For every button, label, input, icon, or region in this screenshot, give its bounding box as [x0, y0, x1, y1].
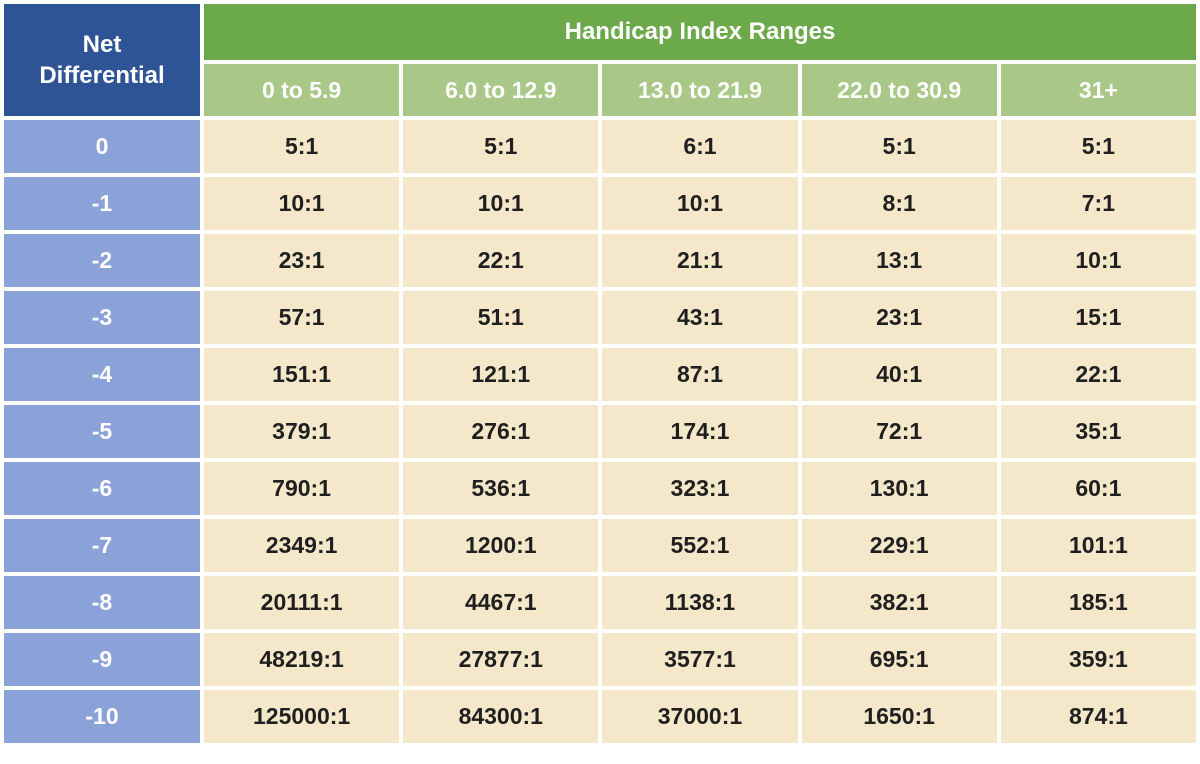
table-cell: 6:1	[602, 120, 798, 173]
table-cell: 84300:1	[403, 690, 599, 743]
table-cell: 379:1	[204, 405, 400, 458]
column-header-0-to-5-9: 0 to 5.9	[204, 64, 400, 116]
column-header-row: 0 to 5.9 6.0 to 12.9 13.0 to 21.9 22.0 t…	[4, 64, 1196, 116]
group-header-row: Net Differential Handicap Index Ranges	[4, 4, 1196, 116]
row-label: -8	[4, 576, 200, 629]
table-row: -4 151:1 121:1 87:1 40:1 22:1	[4, 348, 1196, 401]
corner-header-net-differential: Net Differential	[4, 4, 200, 116]
table-row: -7 2349:1 1200:1 552:1 229:1 101:1	[4, 519, 1196, 572]
row-label: 0	[4, 120, 200, 173]
table-cell: 15:1	[1000, 291, 1196, 344]
table-cell: 37000:1	[602, 690, 798, 743]
table-cell: 35:1	[1000, 405, 1196, 458]
table-cell: 1650:1	[801, 690, 997, 743]
table-cell: 790:1	[204, 462, 400, 515]
row-label: -2	[4, 234, 200, 287]
table-cell: 10:1	[403, 177, 599, 230]
table-cell: 695:1	[801, 633, 997, 686]
table-row: -10 125000:1 84300:1 37000:1 1650:1 874:…	[4, 690, 1196, 743]
table-cell: 552:1	[602, 519, 798, 572]
table-cell: 57:1	[204, 291, 400, 344]
table-cell: 151:1	[204, 348, 400, 401]
table-cell: 43:1	[602, 291, 798, 344]
group-header-handicap-index-ranges: Handicap Index Ranges	[204, 4, 1196, 60]
handicap-odds-table: Net Differential Handicap Index Ranges 0…	[4, 4, 1196, 743]
table-cell: 21:1	[602, 234, 798, 287]
table-cell: 51:1	[403, 291, 599, 344]
table-cell: 101:1	[1000, 519, 1196, 572]
table-cell: 185:1	[1000, 576, 1196, 629]
table-cell: 10:1	[1000, 234, 1196, 287]
table-cell: 60:1	[1000, 462, 1196, 515]
table-cell: 130:1	[801, 462, 997, 515]
table-cell: 7:1	[1000, 177, 1196, 230]
row-label: -4	[4, 348, 200, 401]
table-cell: 22:1	[403, 234, 599, 287]
table-cell: 323:1	[602, 462, 798, 515]
row-label: -7	[4, 519, 200, 572]
table-cell: 72:1	[801, 405, 997, 458]
row-label: -6	[4, 462, 200, 515]
row-label: -10	[4, 690, 200, 743]
table-cell: 382:1	[801, 576, 997, 629]
table-cell: 23:1	[204, 234, 400, 287]
table-cell: 874:1	[1000, 690, 1196, 743]
table-cell: 1138:1	[602, 576, 798, 629]
table-cell: 2349:1	[204, 519, 400, 572]
column-header-6-to-12-9: 6.0 to 12.9	[403, 64, 599, 116]
table-cell: 5:1	[403, 120, 599, 173]
table-cell: 20111:1	[204, 576, 400, 629]
table-cell: 4467:1	[403, 576, 599, 629]
row-label: -1	[4, 177, 200, 230]
table-row: -1 10:1 10:1 10:1 8:1 7:1	[4, 177, 1196, 230]
table-cell: 1200:1	[403, 519, 599, 572]
table-row: -6 790:1 536:1 323:1 130:1 60:1	[4, 462, 1196, 515]
row-label: -3	[4, 291, 200, 344]
row-label: -9	[4, 633, 200, 686]
table-cell: 8:1	[801, 177, 997, 230]
column-header-13-to-21-9: 13.0 to 21.9	[602, 64, 798, 116]
table-row: -2 23:1 22:1 21:1 13:1 10:1	[4, 234, 1196, 287]
table-cell: 229:1	[801, 519, 997, 572]
table-cell: 174:1	[602, 405, 798, 458]
table-cell: 27877:1	[403, 633, 599, 686]
table-cell: 13:1	[801, 234, 997, 287]
table-cell: 23:1	[801, 291, 997, 344]
table-cell: 10:1	[602, 177, 798, 230]
table-cell: 5:1	[1000, 120, 1196, 173]
table-cell: 276:1	[403, 405, 599, 458]
table-cell: 87:1	[602, 348, 798, 401]
table-cell: 48219:1	[204, 633, 400, 686]
table-row: -8 20111:1 4467:1 1138:1 382:1 185:1	[4, 576, 1196, 629]
table-cell: 10:1	[204, 177, 400, 230]
table-cell: 3577:1	[602, 633, 798, 686]
column-header-31-plus: 31+	[1000, 64, 1196, 116]
table-cell: 125000:1	[204, 690, 400, 743]
row-label: -5	[4, 405, 200, 458]
table-row: -5 379:1 276:1 174:1 72:1 35:1	[4, 405, 1196, 458]
table-cell: 5:1	[204, 120, 400, 173]
table-cell: 121:1	[403, 348, 599, 401]
table-cell: 536:1	[403, 462, 599, 515]
table-row: -9 48219:1 27877:1 3577:1 695:1 359:1	[4, 633, 1196, 686]
table-cell: 40:1	[801, 348, 997, 401]
table-cell: 5:1	[801, 120, 997, 173]
table-row: 0 5:1 5:1 6:1 5:1 5:1	[4, 120, 1196, 173]
table-row: -3 57:1 51:1 43:1 23:1 15:1	[4, 291, 1196, 344]
column-header-22-to-30-9: 22.0 to 30.9	[801, 64, 997, 116]
table-cell: 359:1	[1000, 633, 1196, 686]
table-cell: 22:1	[1000, 348, 1196, 401]
